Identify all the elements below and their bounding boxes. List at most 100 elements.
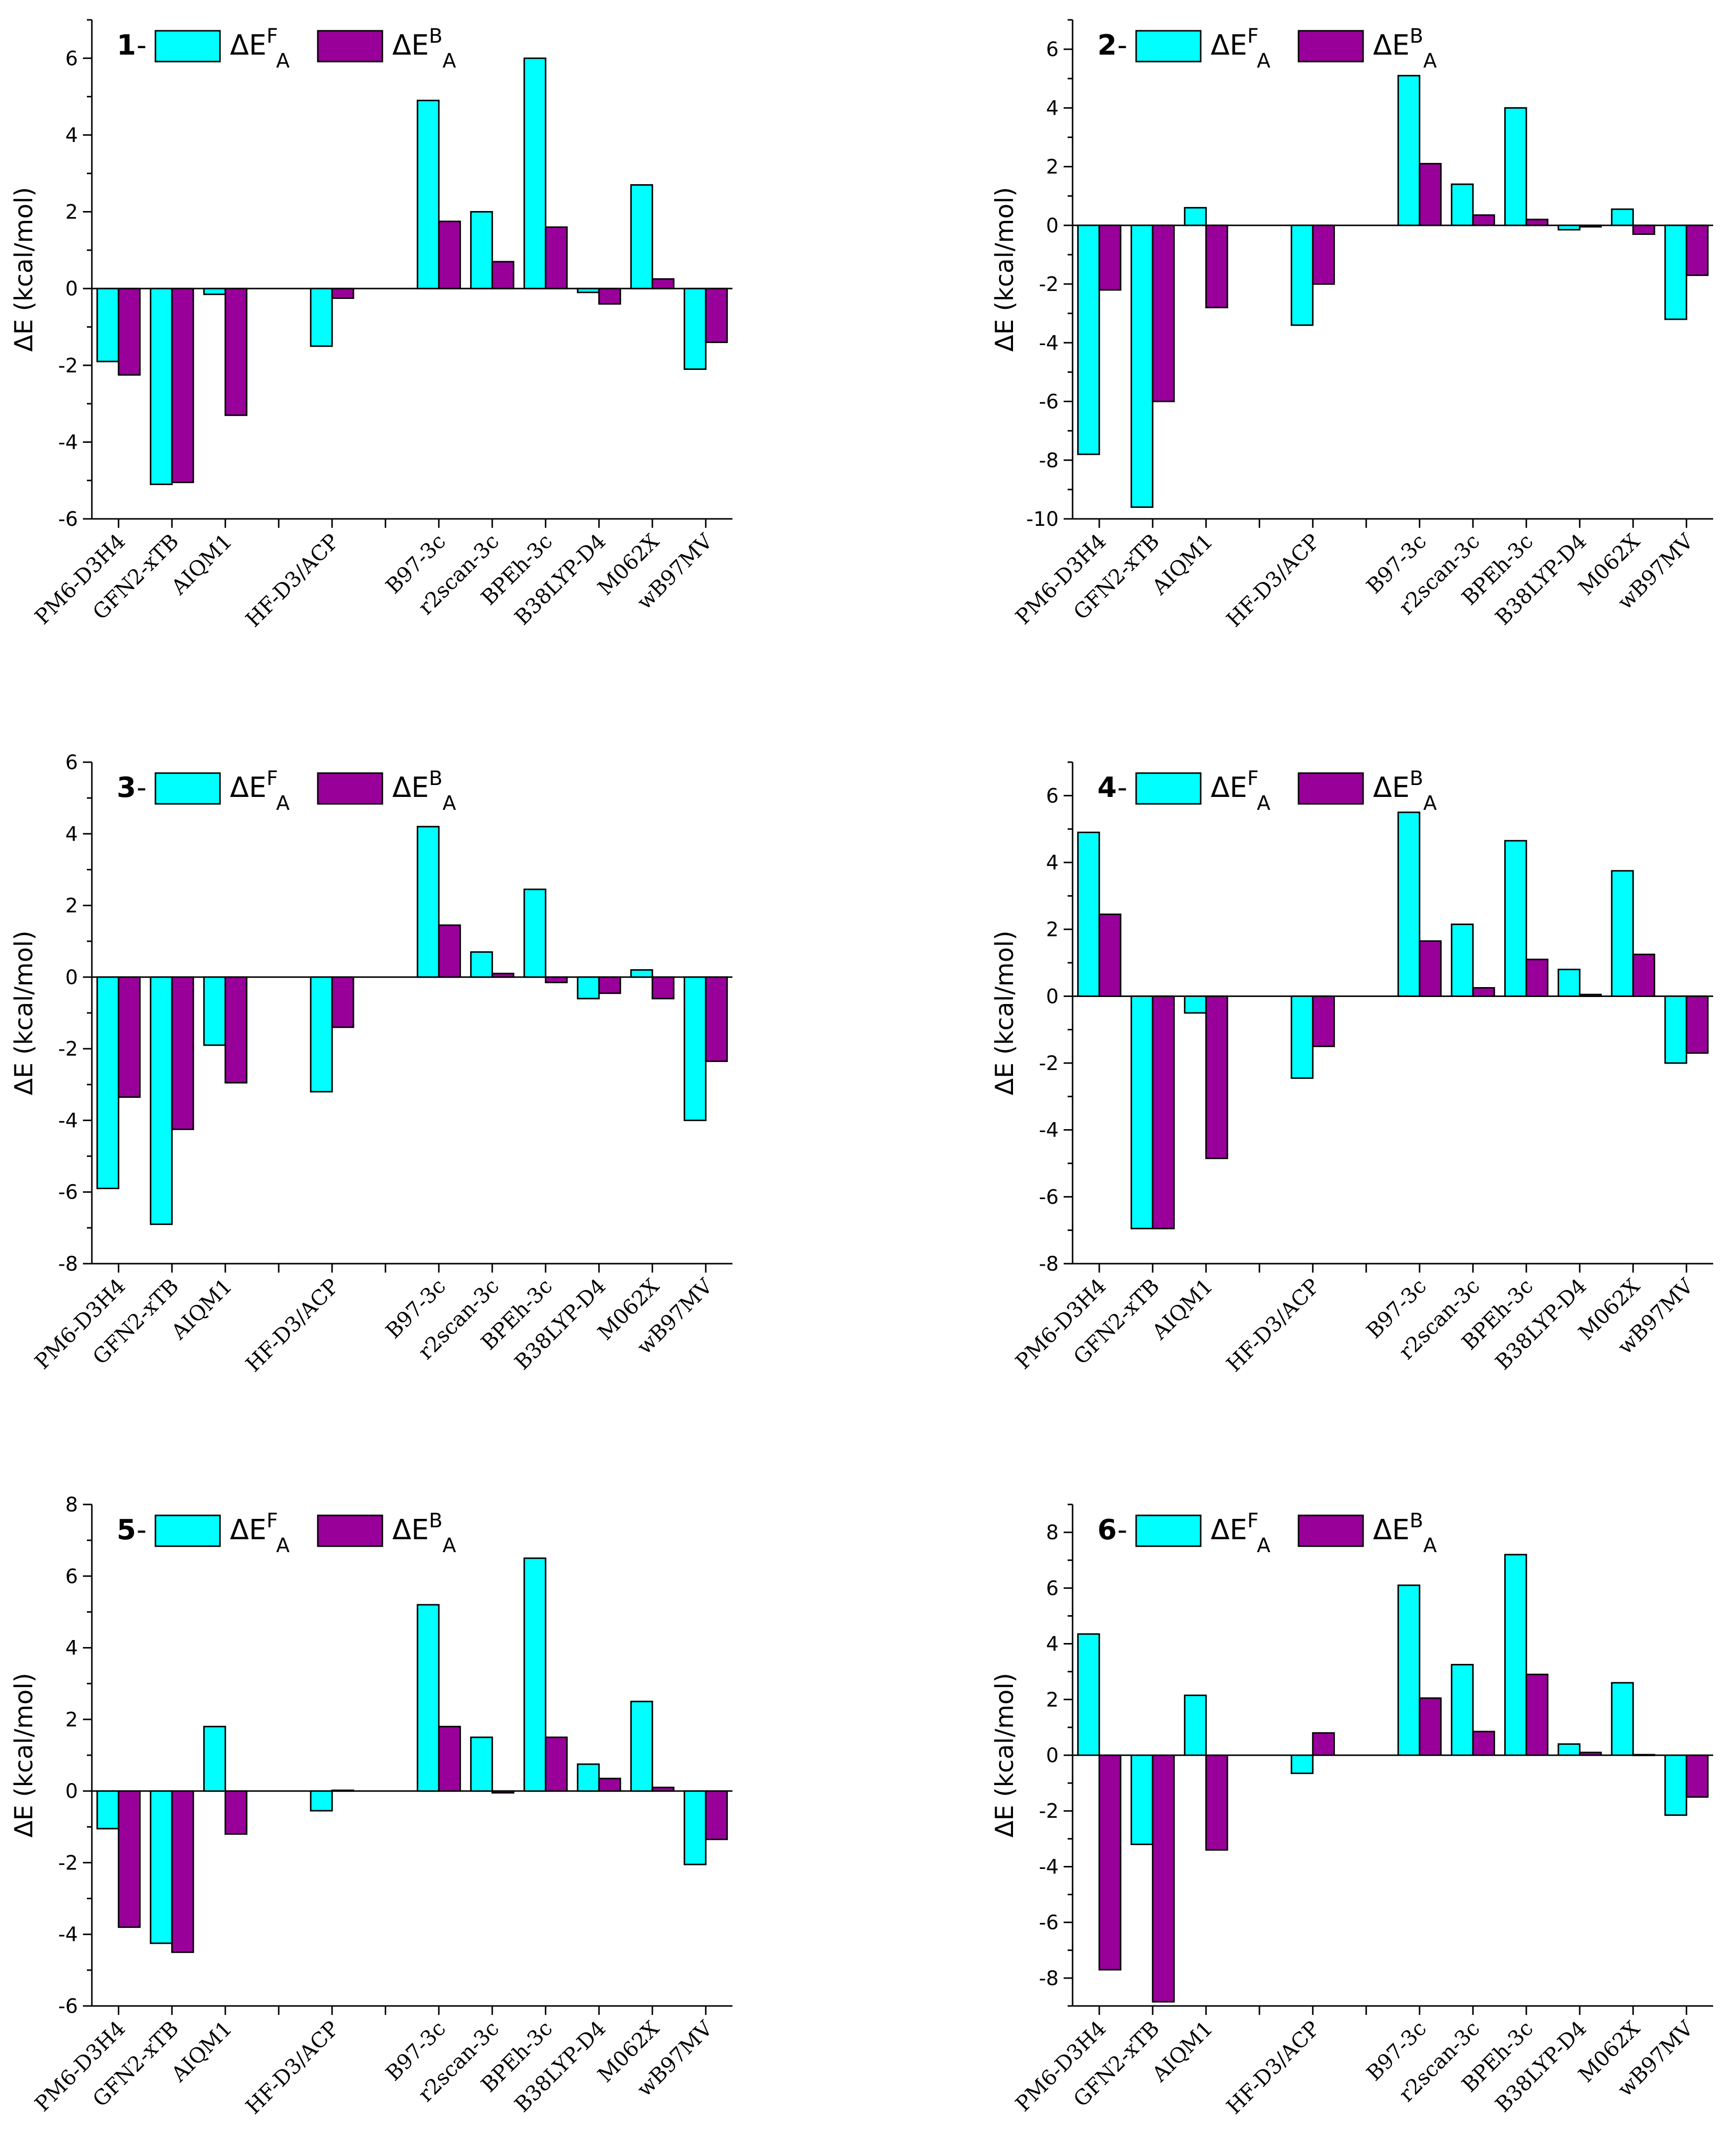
panel-number: 1 bbox=[117, 29, 136, 62]
bar-forward-b38lyp-d4 bbox=[1557, 968, 1581, 997]
bar-forward-r2scan-3c bbox=[1450, 183, 1474, 226]
y-tick-label: -2 bbox=[58, 355, 78, 377]
legend-label-forward: ΔEFA bbox=[1211, 767, 1271, 815]
bar-forward-m062x bbox=[1611, 870, 1634, 997]
bar-backward-hf-d3/acp bbox=[1312, 995, 1335, 1047]
bar-forward-aiqm1 bbox=[203, 976, 226, 1046]
y-tick-label: 2 bbox=[66, 201, 78, 224]
bar-forward-hf-d3/acp bbox=[1291, 995, 1314, 1079]
bar-backward-m062x bbox=[1632, 953, 1656, 997]
bar-backward-wb97mv bbox=[1685, 1754, 1709, 1798]
bar-forward-pm6-d3h4 bbox=[1077, 224, 1100, 455]
bar-forward-bpeh-3c bbox=[1504, 840, 1527, 997]
bar-backward-bpeh-3c bbox=[545, 976, 568, 984]
bar-forward-gfn2-xtb bbox=[149, 287, 173, 485]
y-tick-label: 0 bbox=[66, 966, 78, 989]
bar-forward-aiqm1 bbox=[1184, 1694, 1207, 1756]
bar-backward-r2scan-3c bbox=[1472, 987, 1495, 997]
bar-forward-hf-d3/acp bbox=[310, 976, 333, 1093]
panel-number: 2 bbox=[1097, 29, 1117, 62]
bar-forward-bpeh-3c bbox=[1504, 1554, 1527, 1756]
bar-backward-m062x bbox=[651, 278, 675, 289]
y-axis-label: ΔE (kcal/mol) bbox=[9, 930, 38, 1095]
bar-forward-b97-3c bbox=[1397, 1584, 1421, 1756]
legend-swatch-forward bbox=[154, 30, 221, 63]
y-tick-label: 2 bbox=[66, 895, 78, 918]
bar-backward-r2scan-3c bbox=[1472, 1730, 1495, 1756]
y-tick-label: -4 bbox=[58, 1109, 78, 1132]
y-tick-label: 0 bbox=[66, 1780, 78, 1803]
bar-forward-wb97mv bbox=[683, 1790, 707, 1865]
legend-label-backward: ΔEBA bbox=[1373, 25, 1437, 72]
bar-backward-m062x bbox=[651, 1786, 675, 1792]
y-tick-label: 8 bbox=[66, 1494, 78, 1516]
y-axis-label: ΔE (kcal/mol) bbox=[990, 1673, 1019, 1838]
legend-dash: - bbox=[1117, 29, 1127, 62]
bar-backward-b97-3c bbox=[1419, 1697, 1442, 1756]
bar-backward-b97-3c bbox=[1419, 940, 1442, 997]
legend-dash: - bbox=[137, 1514, 146, 1546]
bar-backward-bpeh-3c bbox=[1525, 1673, 1549, 1756]
legend-swatch-backward bbox=[1298, 30, 1364, 63]
bar-forward-b38lyp-d4 bbox=[577, 1763, 600, 1792]
y-tick-label: 4 bbox=[1046, 97, 1059, 120]
bar-forward-b97-3c bbox=[417, 99, 440, 289]
y-tick-label: -8 bbox=[1039, 1967, 1059, 1990]
bar-forward-aiqm1 bbox=[203, 1725, 226, 1792]
y-tick-label: -4 bbox=[58, 1924, 78, 1946]
legend-dash: - bbox=[137, 29, 146, 62]
bar-forward-r2scan-3c bbox=[1450, 924, 1474, 997]
x-category-label: HF-D3/ACP bbox=[241, 2016, 344, 2119]
bar-forward-m062x bbox=[630, 1701, 653, 1792]
legend-swatch-forward bbox=[154, 1514, 221, 1547]
legend-swatch-forward bbox=[1135, 30, 1202, 63]
bar-backward-b38lyp-d4 bbox=[1579, 224, 1602, 228]
y-axis-label: ΔE (kcal/mol) bbox=[990, 930, 1019, 1095]
bar-backward-gfn2-xtb bbox=[171, 976, 194, 1130]
bar-backward-aiqm1 bbox=[224, 1790, 248, 1835]
bar-forward-wb97mv bbox=[1664, 224, 1687, 320]
bar-forward-gfn2-xtb bbox=[1130, 224, 1154, 508]
y-axis-label: ΔE (kcal/mol) bbox=[9, 1673, 38, 1838]
bar-backward-wb97mv bbox=[705, 287, 728, 343]
bar-forward-pm6-d3h4 bbox=[1077, 1633, 1100, 1756]
y-tick-label: -8 bbox=[58, 1253, 78, 1276]
legend-label-backward: ΔEBA bbox=[1373, 767, 1437, 815]
bar-backward-pm6-d3h4 bbox=[1098, 1754, 1122, 1971]
y-tick-label: 4 bbox=[1046, 1633, 1059, 1656]
bar-forward-aiqm1 bbox=[1184, 207, 1207, 226]
bar-forward-m062x bbox=[630, 184, 653, 289]
y-tick-label: -4 bbox=[1039, 1119, 1059, 1142]
bar-forward-b97-3c bbox=[1397, 811, 1421, 997]
y-tick-label: -4 bbox=[58, 431, 78, 454]
bar-backward-hf-d3/acp bbox=[1312, 1732, 1335, 1756]
y-axis-label: ΔE (kcal/mol) bbox=[9, 187, 38, 352]
y-tick-label: 8 bbox=[1046, 1521, 1059, 1544]
y-tick-label: -2 bbox=[1039, 273, 1059, 296]
bar-backward-b38lyp-d4 bbox=[598, 976, 621, 994]
y-tick-label: -6 bbox=[58, 508, 78, 531]
y-tick-label: -2 bbox=[1039, 1800, 1059, 1823]
bar-backward-aiqm1 bbox=[1205, 224, 1229, 308]
bar-forward-m062x bbox=[1611, 208, 1634, 226]
legend-label-backward: ΔEBA bbox=[392, 1509, 456, 1557]
legend-swatch-backward bbox=[317, 30, 383, 63]
bar-backward-gfn2-xtb bbox=[1152, 224, 1175, 403]
bar-backward-hf-d3/acp bbox=[1312, 224, 1335, 285]
legend-swatch-forward bbox=[154, 772, 221, 805]
y-tick-label: -4 bbox=[1039, 332, 1059, 355]
y-tick-label: 2 bbox=[1046, 1689, 1059, 1712]
y-tick-label: 0 bbox=[1046, 985, 1059, 1008]
bar-backward-aiqm1 bbox=[224, 976, 248, 1084]
bar-forward-m062x bbox=[1611, 1682, 1634, 1756]
bar-backward-m062x bbox=[651, 976, 675, 1000]
bar-backward-aiqm1 bbox=[224, 287, 248, 416]
bar-forward-b38lyp-d4 bbox=[1557, 1743, 1581, 1756]
bar-backward-hf-d3/acp bbox=[331, 976, 355, 1028]
x-category-label: HF-D3/ACP bbox=[1222, 529, 1324, 632]
bar-backward-r2scan-3c bbox=[491, 973, 514, 978]
y-tick-label: -6 bbox=[1039, 1912, 1059, 1934]
